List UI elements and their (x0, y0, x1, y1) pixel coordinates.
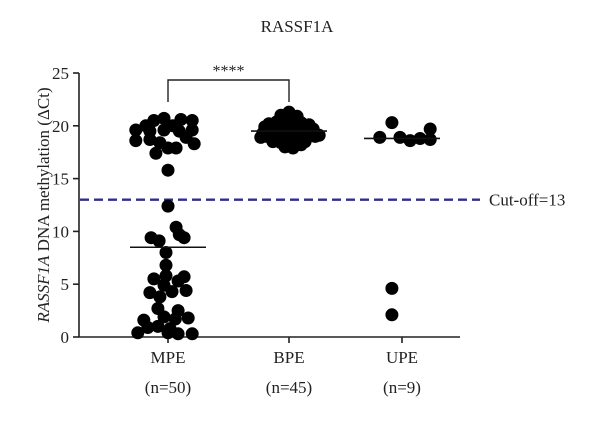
data-point-mpe (185, 327, 199, 341)
x-category-label: MPE (151, 348, 186, 367)
data-point-bpe (264, 119, 278, 133)
data-point-upe (423, 122, 437, 136)
significance-bracket (167, 79, 290, 102)
y-tick-label: 15 (52, 170, 69, 189)
data-point-mpe (143, 133, 157, 146)
data-point-mpe (129, 134, 143, 148)
significance-label: **** (213, 63, 245, 80)
data-point-mpe (151, 319, 165, 333)
data-point-mpe (149, 146, 163, 160)
data-point-upe (385, 281, 399, 295)
x-category-n-label: (n=9) (383, 378, 421, 397)
data-point-upe (385, 308, 399, 322)
data-point-mpe (179, 284, 193, 297)
data-point-mpe (187, 137, 201, 151)
data-point-mpe (147, 272, 161, 286)
cutoff-layer: Cut-off=13 (80, 191, 565, 210)
data-point-mpe (141, 321, 155, 334)
data-point-mpe (147, 114, 161, 127)
data-point-mpe (157, 111, 171, 125)
data-point-mpe (152, 234, 166, 248)
y-tick-label: 5 (61, 275, 70, 294)
data-point-mpe (143, 286, 157, 300)
data-point-upe (393, 130, 407, 144)
means-layer (130, 130, 440, 249)
data-point-mpe (159, 258, 173, 272)
data-point-mpe (171, 327, 185, 341)
x-category-n-label: (n=45) (266, 378, 312, 397)
data-point-mpe (181, 311, 195, 325)
data-point-mpe (171, 274, 185, 288)
data-point-mpe (168, 312, 182, 326)
data-point-mpe (172, 228, 186, 242)
data-point-mpe (161, 199, 175, 213)
data-point-mpe (157, 310, 171, 324)
x-category-label: BPE (273, 348, 304, 367)
data-point-mpe (157, 123, 171, 137)
data-point-upe (423, 133, 437, 146)
data-point-upe (385, 116, 399, 130)
data-point-mpe (185, 114, 199, 127)
data-point-bpe (292, 120, 306, 134)
data-point-bpe (254, 130, 268, 144)
x-category-n-label: (n=50) (145, 378, 191, 397)
data-point-upe (373, 130, 387, 144)
data-point-mpe (165, 285, 179, 299)
y-tick-label: 25 (52, 64, 69, 83)
cutoff-label: Cut-off=13 (489, 191, 565, 210)
data-point-mpe (174, 113, 188, 126)
y-tick-label: 20 (52, 117, 69, 136)
axes: 0 5 10 15 20 25 MPE (n=50) BPE (n=45) UPE (n=9) (52, 64, 460, 397)
data-point-bpe (280, 116, 294, 130)
data-point-bpe (312, 128, 326, 142)
data-point-mpe (159, 246, 173, 259)
chart-title: RASSF1A (261, 17, 334, 36)
data-point-mpe (161, 326, 175, 340)
significance-layer: **** (167, 63, 290, 102)
y-axis-label: RASSF1A DNA methylation (ΔCt) (34, 87, 53, 323)
data-point-mpe (131, 326, 145, 340)
points-layer (129, 105, 437, 341)
data-point-bpe (286, 130, 300, 144)
data-point-mpe (169, 141, 183, 155)
data-point-upe (403, 134, 417, 148)
data-point-mpe (129, 123, 143, 137)
data-point-mpe (153, 290, 167, 304)
x-category-label: UPE (386, 348, 418, 367)
y-tick-label: 10 (52, 222, 69, 241)
y-tick-label: 0 (61, 328, 70, 347)
data-point-mpe (161, 163, 175, 177)
